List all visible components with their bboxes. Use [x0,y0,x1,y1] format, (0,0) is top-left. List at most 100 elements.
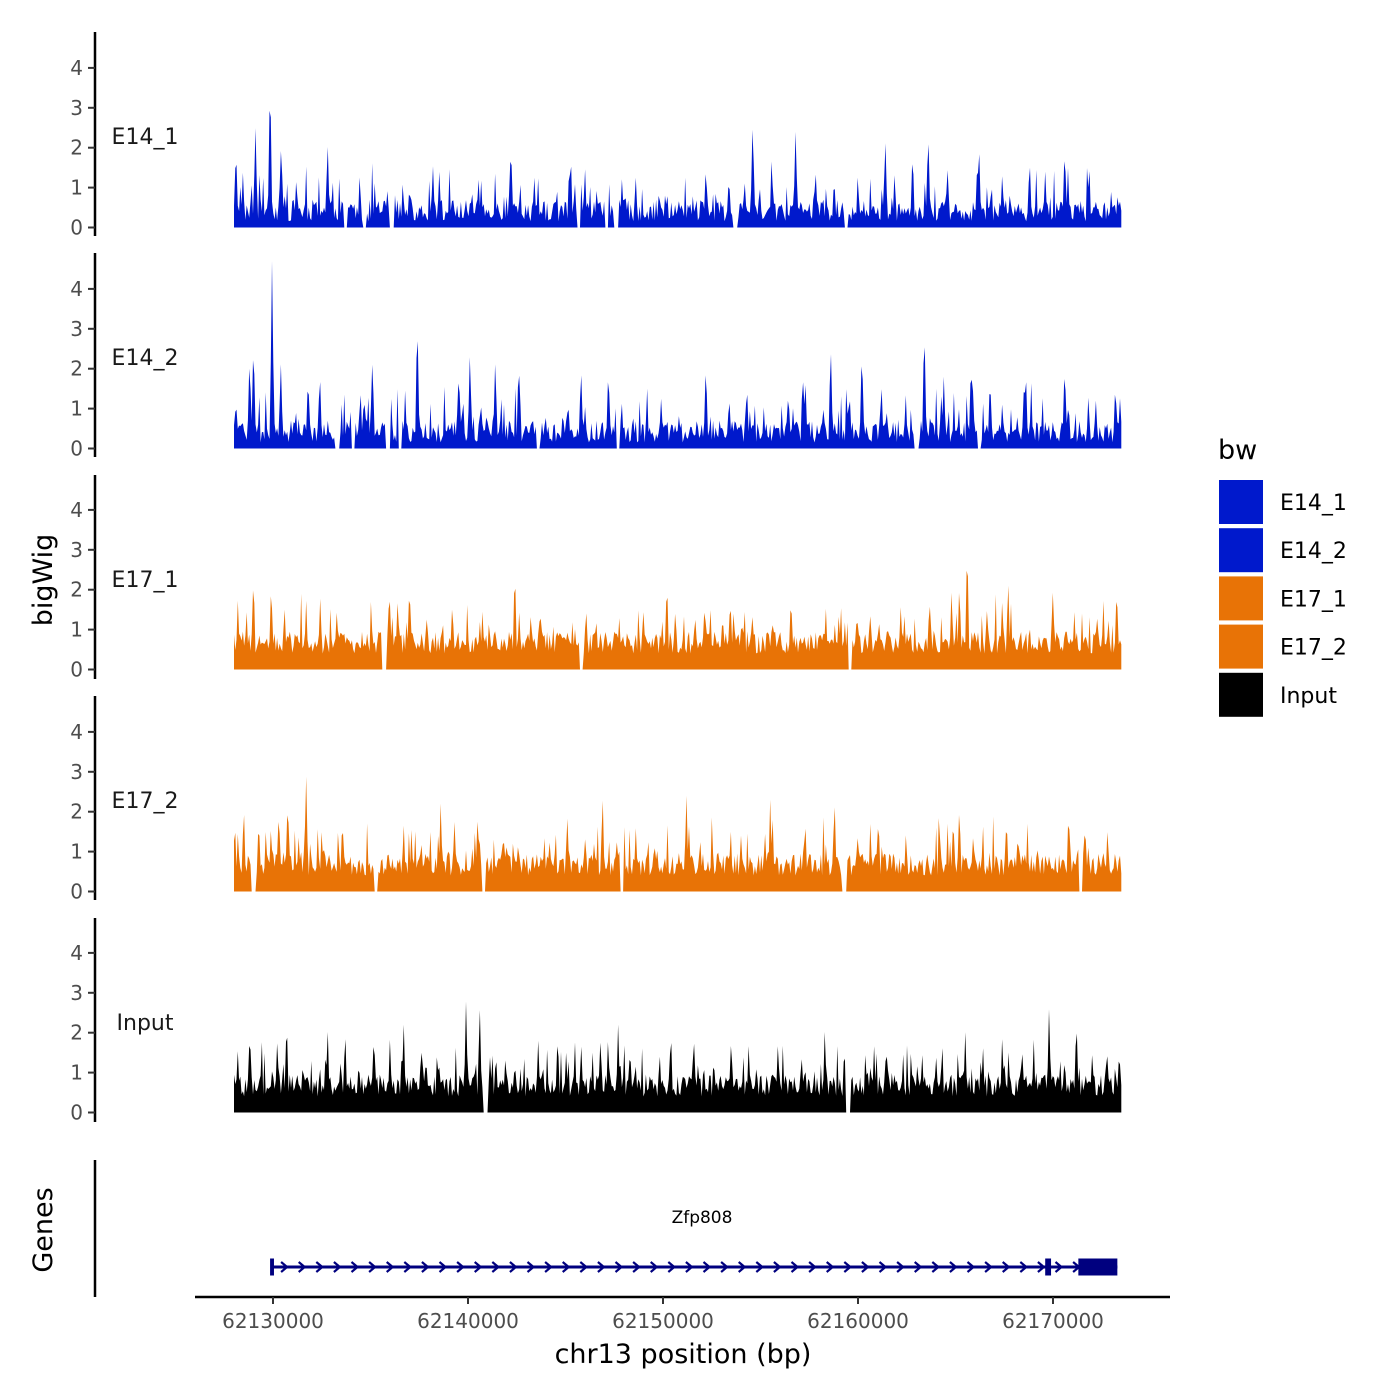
track-input: 0 1 2 3 4 Input [70,918,1122,1125]
track-e17-2: 0 1 2 3 4 E17_2 [70,696,1122,904]
y-tick-label: 4 [70,277,83,301]
strand-arrow [667,1261,677,1273]
strand-arrow [737,1261,747,1273]
strand-arrow [456,1261,465,1273]
legend-item: E14_1 [1219,480,1347,524]
y-tick-label: 1 [70,1061,83,1085]
strand-arrow [720,1261,729,1273]
legend-label: E17_2 [1280,636,1347,661]
legend-swatch [1219,672,1263,717]
y-tick-label: 3 [70,981,83,1005]
y-tick-label: 3 [70,760,83,784]
strand-arrow [614,1261,624,1273]
strand-arrow [773,1261,782,1273]
strand-arrow [702,1261,712,1273]
legend-swatch [1219,528,1263,573]
gene-exon [270,1258,274,1276]
x-tick-label: 62160000 [807,1309,909,1333]
legend-label: E14_1 [1280,491,1347,516]
strand-arrow [808,1261,817,1273]
strand-arrow [315,1261,325,1273]
y-tick-label: 1 [70,840,83,864]
x-tick-label: 62150000 [612,1309,714,1333]
y-tick-label: 1 [70,618,83,642]
legend-item: E17_2 [1219,624,1347,669]
strand-arrow [966,1261,976,1273]
y-axis-title: bigWig [28,534,59,627]
y-tick-label: 2 [70,357,83,381]
genes-panel-title: Genes [28,1187,59,1272]
signal-area [234,261,1122,449]
strand-arrow [561,1261,571,1273]
legend-title: bw [1218,435,1257,466]
y-tick-label: 0 [70,658,83,682]
strand-arrow [1001,1261,1011,1273]
x-tick-label: 62140000 [417,1309,519,1333]
strand-arrow [491,1261,501,1273]
legend: bw E14_1 E14_2 E17_1 E17_2 Input [1218,435,1347,717]
strand-arrow [368,1261,377,1273]
legend-swatch [1219,480,1263,524]
strand-arrow [438,1261,448,1273]
strand-arrow [1037,1261,1046,1273]
y-tick-label: 3 [70,96,83,120]
y-tick-label: 4 [70,56,83,80]
strand-arrow [931,1261,941,1273]
strand-arrow [843,1261,853,1273]
track-label: E17_2 [112,789,179,814]
y-tick-label: 2 [70,136,83,160]
y-tick-label: 3 [70,317,83,341]
strand-arrow [509,1261,518,1273]
legend-swatch [1219,624,1263,669]
x-axis-title: chr13 position (bp) [555,1339,812,1370]
track-e17-1: 0 1 2 3 4 E17_1 [70,475,1122,682]
track-label: E14_1 [112,125,179,150]
y-tick-label: 2 [70,1021,83,1045]
strand-arrow [526,1261,536,1273]
strand-arrow [597,1261,606,1273]
x-tick-label: 62170000 [1002,1309,1104,1333]
strand-arrow [984,1261,993,1273]
gene-name-label: Zfp808 [672,1208,733,1228]
y-tick-label: 0 [70,1101,83,1125]
tracks-layer: 0 1 2 3 4 E14_1 0 1 2 3 4 E14_2 0 1 2 3 4 E17_1 0 1 2 3 4 E17_2… [70,32,1122,1125]
strand-arrow [878,1261,888,1273]
strand-arrow [949,1261,958,1273]
gene-exon [1078,1258,1118,1276]
track-e14-1: 0 1 2 3 4 E14_1 [70,32,1122,240]
strand-arrow [896,1261,905,1273]
strand-arrow [544,1261,553,1273]
y-tick-label: 1 [70,397,83,421]
strand-arrow [861,1261,870,1273]
y-tick-label: 4 [70,720,83,744]
strand-arrow [280,1261,289,1273]
strand-arrow [350,1261,360,1273]
signal-area [234,1001,1122,1113]
y-tick-label: 3 [70,538,83,562]
strand-arrow [473,1261,483,1273]
strand-arrow [297,1261,307,1273]
strand-arrow [790,1261,800,1273]
y-tick-label: 4 [70,498,83,522]
legend-label: E14_2 [1280,539,1347,564]
strand-arrow [421,1261,430,1273]
strand-arrow [385,1261,395,1273]
legend-item: E14_2 [1219,528,1347,573]
y-tick-label: 0 [70,216,83,240]
x-axis: 62130000 62140000 62150000 62160000 62170000 [195,1295,1170,1333]
track-label: E14_2 [112,346,179,371]
legend-item: E17_1 [1219,576,1347,621]
y-tick-label: 1 [70,176,83,200]
strand-arrow [825,1261,835,1273]
track-e14-2: 0 1 2 3 4 E14_2 [70,253,1122,461]
track-label: E17_1 [112,568,179,593]
legend-swatch [1219,576,1263,621]
strand-arrow [913,1261,923,1273]
signal-area [234,570,1122,670]
y-tick-label: 2 [70,800,83,824]
track-label: Input [117,1011,174,1036]
strand-arrow [649,1261,659,1273]
y-tick-label: 2 [70,578,83,602]
